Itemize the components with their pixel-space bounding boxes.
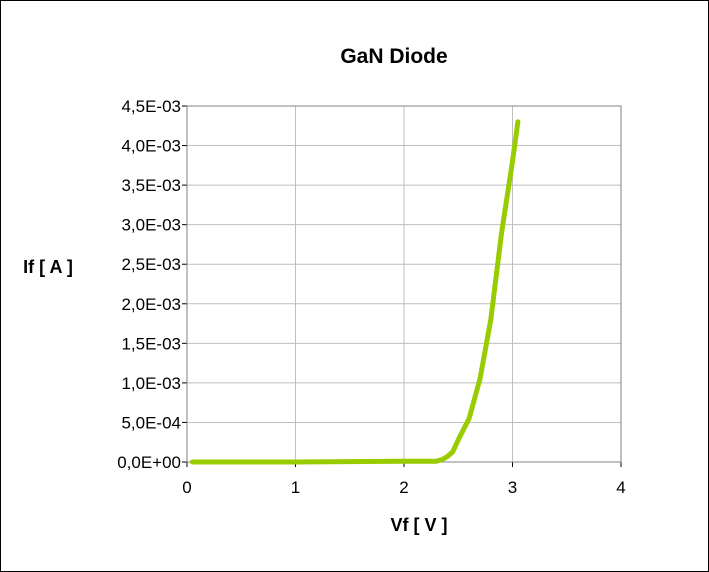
y-tick-label: 1,5E-03 [121, 334, 181, 353]
y-tick-label: 4,0E-03 [121, 137, 181, 156]
x-axis-title: Vf [ V ] [391, 515, 448, 535]
y-tick-label: 3,5E-03 [121, 176, 181, 195]
y-tick-label: 2,0E-03 [121, 295, 181, 314]
x-tick-labels: 0 1 2 3 4 [182, 478, 625, 497]
series-layer [189, 119, 521, 465]
x-tick-label: 4 [616, 478, 625, 497]
y-tick-label: 5,0E-04 [121, 413, 181, 432]
x-tick-label: 0 [182, 478, 191, 497]
y-tick-label: 2,5E-03 [121, 255, 181, 274]
y-axis-title: If [ A ] [23, 257, 73, 277]
y-tick-label: 4,5E-03 [121, 97, 181, 116]
grid [182, 105, 622, 467]
y-tick-label: 1,0E-03 [121, 374, 181, 393]
chart-title: GaN Diode [340, 45, 447, 68]
x-tick-label: 2 [399, 478, 408, 497]
y-tick-labels: 0,0E+00 5,0E-04 1,0E-03 1,5E-03 2,0E-03 2,5E-… [117, 97, 181, 472]
y-tick-label: 0,0E+00 [117, 453, 181, 472]
x-tick-label: 1 [291, 478, 300, 497]
x-tick-label: 3 [508, 478, 517, 497]
series-line [189, 119, 521, 465]
y-tick-label: 3,0E-03 [121, 216, 181, 235]
